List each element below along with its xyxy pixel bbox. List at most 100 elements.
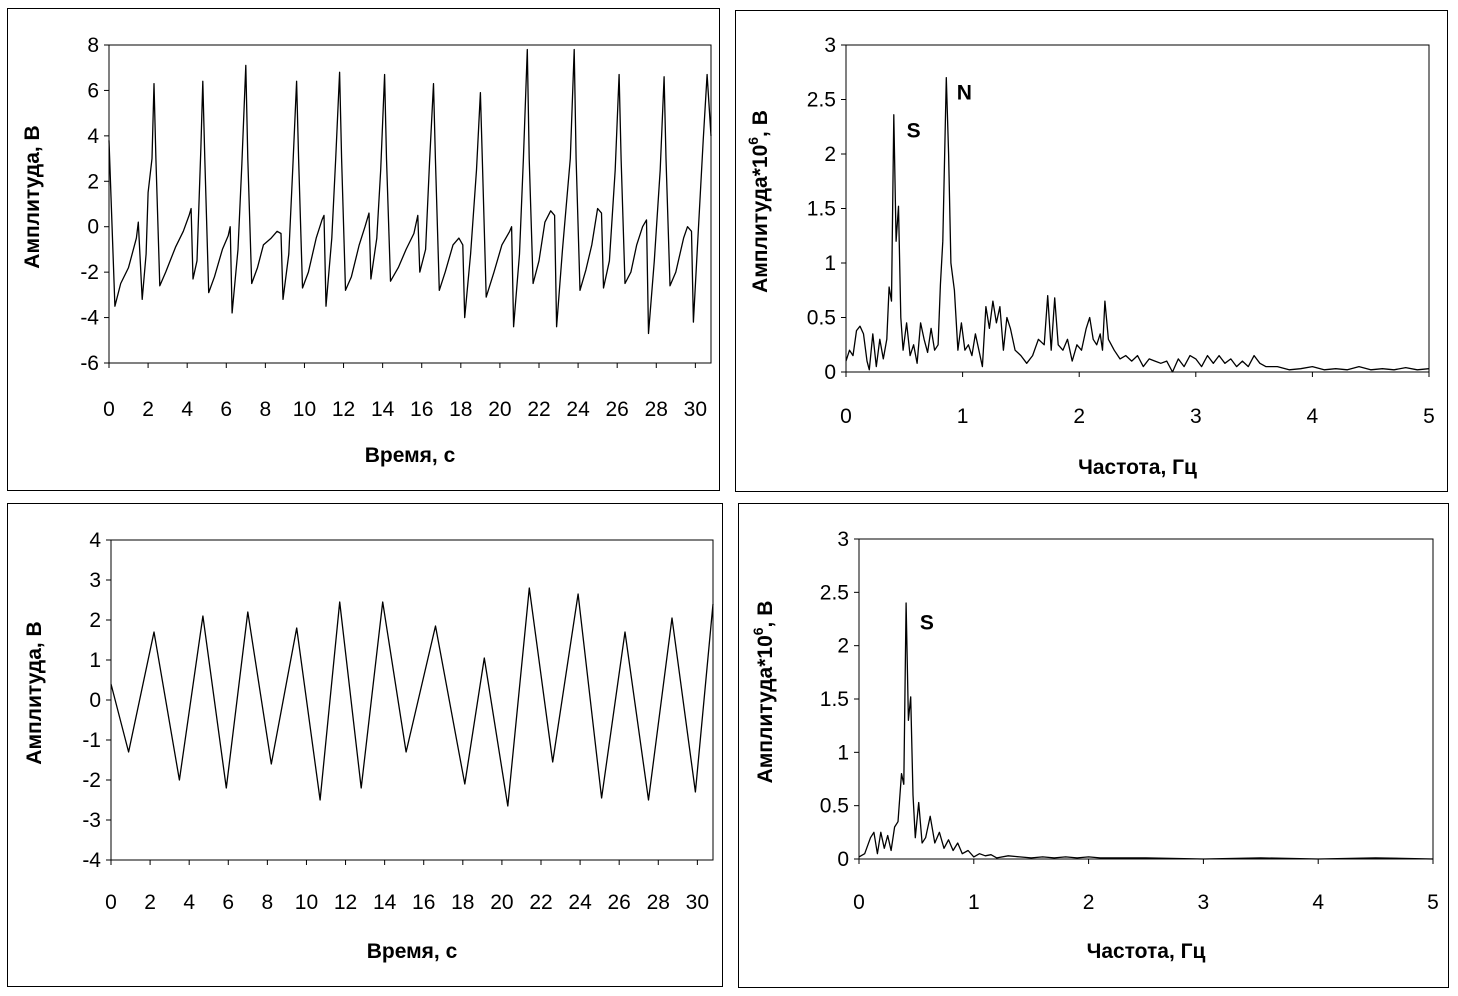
y-tick-label: 2	[89, 609, 101, 632]
x-tick-label: 28	[647, 891, 670, 914]
x-tick-label: 12	[334, 891, 357, 914]
x-tick-label: 2	[1083, 891, 1095, 914]
panel-bottom-right: 0 0.5 1 1.5 2 2.5 3 0 1 2 3 4 5 Частота, Гц Амплитуда*…	[738, 503, 1449, 988]
x-tick-label: 5	[1427, 891, 1439, 914]
x-tick-label: 4	[181, 398, 193, 421]
x-tick-label: 0	[853, 891, 865, 914]
x-tick-label: 0	[105, 891, 117, 914]
x-tick-label: 1	[968, 891, 980, 914]
x-tick-label: 18	[451, 891, 474, 914]
x-tick-label: 16	[410, 398, 433, 421]
y-tick-label: 0.5	[820, 795, 849, 818]
x-tick-label: 0	[840, 405, 852, 428]
x-tick-label: 2	[1073, 405, 1085, 428]
y-tick-label: 8	[87, 34, 99, 57]
x-axis-label: Время, с	[365, 444, 456, 467]
y-tick-label: 0	[87, 216, 99, 239]
y-axis-label-exponent: 6	[750, 627, 766, 635]
series-line	[110, 587, 714, 807]
y-tick-label: 0.5	[807, 307, 836, 330]
y-tick-label: -4	[82, 849, 101, 872]
x-tick-label: 6	[220, 398, 232, 421]
y-tick-label: 4	[89, 529, 101, 552]
x-tick-label: 0	[103, 398, 115, 421]
x-tick-label: 4	[1307, 405, 1319, 428]
y-tick-label: 3	[824, 34, 836, 57]
y-axis-label: Амплитуда*106, В	[750, 601, 777, 784]
y-tick-label: -6	[80, 352, 99, 375]
y-tick-label: 3	[837, 528, 849, 551]
x-tick-label: 1	[957, 405, 969, 428]
y-axis-label: Амплитуда*106, В	[745, 110, 772, 293]
x-tick-label: 22	[529, 891, 552, 914]
panel-top-right: 0 0.5 1 1.5 2 2.5 3 0 1 2 3 4 5 Частота, Гц Амплитуда*…	[735, 10, 1448, 492]
x-tick-label: 2	[142, 398, 154, 421]
x-axis-label: Частота, Гц	[1078, 456, 1197, 479]
y-tick-label: 1.5	[807, 198, 836, 221]
y-axis-label-unit: , В	[754, 601, 777, 628]
x-tick-label: 26	[606, 398, 629, 421]
y-axis-label-exponent: 6	[745, 137, 761, 145]
x-tick-label: 2	[144, 891, 156, 914]
x-tick-label: 30	[686, 891, 709, 914]
x-tick-label: 8	[262, 891, 274, 914]
x-tick-label: 22	[527, 398, 550, 421]
x-tick-label: 6	[222, 891, 234, 914]
x-tick-label: 4	[183, 891, 195, 914]
y-tick-label: 1.5	[820, 688, 849, 711]
y-tick-label: -3	[82, 809, 101, 832]
x-tick-label: 24	[568, 891, 592, 914]
plot-area	[845, 44, 1430, 373]
x-tick-label: 28	[645, 398, 668, 421]
x-tick-label: 5	[1423, 405, 1435, 428]
chart-bottom-right: 0 0.5 1 1.5 2 2.5 3 0 1 2 3 4 5 Частота, Гц Амплитуда*…	[750, 528, 1439, 963]
x-tick-label: 8	[260, 398, 272, 421]
y-tick-label: 2.5	[820, 581, 849, 604]
x-tick-label: 14	[371, 398, 395, 421]
x-axis-label: Время, с	[367, 940, 458, 963]
y-tick-label: 0	[824, 361, 836, 384]
y-tick-label: 3	[89, 569, 101, 592]
y-tick-label: 2	[824, 143, 836, 166]
peak-label: S	[907, 120, 921, 143]
y-tick-label: -2	[80, 261, 99, 284]
chart-top-right: 0 0.5 1 1.5 2 2.5 3 0 1 2 3 4 5 Частота, Гц Амплитуда*…	[745, 34, 1435, 479]
panel-top-left: -6 -4 -2 0 2 4 6 8 0 2 4 6 8 10 12 14 16 18 20 22 24 26 28 30 Вр…	[7, 8, 720, 491]
y-tick-label: 1	[89, 649, 101, 672]
x-tick-label: 18	[449, 398, 472, 421]
x-tick-label: 3	[1198, 891, 1210, 914]
y-axis-label: Амплитуда, В	[21, 125, 44, 268]
x-tick-label: 16	[412, 891, 435, 914]
y-tick-label: -1	[82, 729, 101, 752]
peak-label: S	[920, 612, 934, 635]
x-tick-label: 14	[373, 891, 397, 914]
x-tick-label: 30	[684, 398, 707, 421]
y-tick-label: 2	[87, 170, 99, 193]
y-tick-label: -2	[82, 769, 101, 792]
y-tick-label: 6	[87, 79, 99, 102]
y-tick-label: 1	[824, 252, 836, 275]
peak-label: N	[957, 82, 972, 105]
plot-area	[108, 44, 712, 364]
x-tick-label: 24	[566, 398, 590, 421]
x-axis-label: Частота, Гц	[1087, 940, 1206, 963]
x-tick-label: 12	[332, 398, 355, 421]
series-line	[858, 602, 1434, 860]
y-tick-label: 0	[837, 848, 849, 871]
x-tick-label: 4	[1312, 891, 1324, 914]
series-line	[108, 48, 712, 335]
y-axis-label-unit: , В	[749, 110, 772, 137]
y-tick-label: 0	[89, 689, 101, 712]
series-line	[845, 77, 1430, 373]
y-tick-label: 2	[837, 635, 849, 658]
x-tick-label: 10	[293, 398, 316, 421]
plot-area	[110, 539, 714, 861]
y-tick-label: 2.5	[807, 89, 836, 112]
plot-area	[858, 538, 1434, 860]
y-axis-label-main: Амплитуда*10	[754, 635, 777, 783]
y-tick-label: -4	[80, 307, 99, 330]
y-axis-label: Амплитуда, В	[23, 621, 46, 764]
x-tick-label: 10	[295, 891, 318, 914]
